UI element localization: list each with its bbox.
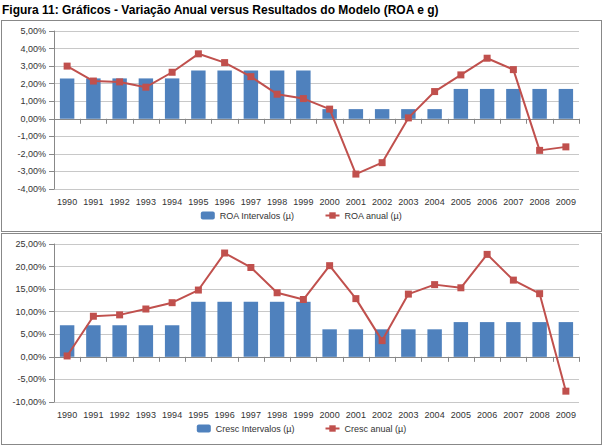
- svg-text:2008: 2008: [530, 197, 550, 207]
- svg-text:2003: 2003: [398, 197, 418, 207]
- svg-text:-5,00%: -5,00%: [17, 374, 46, 384]
- svg-text:1999: 1999: [293, 410, 313, 420]
- svg-text:2006: 2006: [477, 410, 497, 420]
- svg-text:1990: 1990: [57, 410, 77, 420]
- svg-text:25,00%: 25,00%: [15, 239, 46, 249]
- svg-text:1995: 1995: [188, 197, 208, 207]
- svg-text:1991: 1991: [83, 197, 103, 207]
- svg-text:1996: 1996: [215, 410, 235, 420]
- svg-text:2008: 2008: [530, 410, 550, 420]
- svg-text:10,00%: 10,00%: [15, 307, 46, 317]
- svg-text:Cresc anual (µ): Cresc anual (µ): [344, 424, 406, 434]
- svg-text:2001: 2001: [346, 410, 366, 420]
- svg-text:2004: 2004: [425, 197, 445, 207]
- svg-text:1991: 1991: [83, 410, 103, 420]
- svg-text:2,00%: 2,00%: [20, 79, 46, 89]
- svg-text:1997: 1997: [241, 197, 261, 207]
- svg-text:2007: 2007: [503, 410, 523, 420]
- svg-text:3,00%: 3,00%: [20, 61, 46, 71]
- svg-text:1995: 1995: [188, 410, 208, 420]
- svg-text:4,00%: 4,00%: [20, 44, 46, 54]
- svg-text:Cresc Intervalos (µ): Cresc Intervalos (µ): [216, 424, 295, 434]
- svg-text:-2,00%: -2,00%: [17, 149, 46, 159]
- svg-text:1997: 1997: [241, 410, 261, 420]
- svg-text:5,00%: 5,00%: [20, 329, 46, 339]
- svg-text:1990: 1990: [57, 197, 77, 207]
- svg-text:15,00%: 15,00%: [15, 284, 46, 294]
- svg-text:1992: 1992: [110, 410, 130, 420]
- svg-text:-4,00%: -4,00%: [17, 184, 46, 194]
- svg-text:1993: 1993: [136, 410, 156, 420]
- svg-text:0,00%: 0,00%: [20, 114, 46, 124]
- svg-text:2009: 2009: [556, 410, 576, 420]
- svg-text:2004: 2004: [425, 410, 445, 420]
- svg-text:5,00%: 5,00%: [20, 26, 46, 36]
- svg-text:2001: 2001: [346, 197, 366, 207]
- svg-text:1998: 1998: [267, 197, 287, 207]
- html-text:Figura 11: Gráficos - Variação: Figura 11: Gráficos - Variação Anual ver…: [2, 3, 439, 17]
- svg-text:-3,00%: -3,00%: [17, 166, 46, 176]
- svg-text:2002: 2002: [372, 410, 392, 420]
- svg-text:1999: 1999: [293, 197, 313, 207]
- svg-text:2003: 2003: [398, 410, 418, 420]
- svg-text:2005: 2005: [451, 197, 471, 207]
- svg-text:20,00%: 20,00%: [15, 262, 46, 272]
- svg-text:1992: 1992: [110, 197, 130, 207]
- svg-text:ROA Intervalos (µ): ROA Intervalos (µ): [220, 211, 294, 221]
- svg-text:2000: 2000: [320, 410, 340, 420]
- svg-text:2005: 2005: [451, 410, 471, 420]
- svg-text:1993: 1993: [136, 197, 156, 207]
- svg-text:1996: 1996: [215, 197, 235, 207]
- svg-text:1994: 1994: [162, 197, 182, 207]
- svg-text:1994: 1994: [162, 410, 182, 420]
- svg-text:2002: 2002: [372, 197, 392, 207]
- svg-text:1,00%: 1,00%: [20, 96, 46, 106]
- svg-text:1998: 1998: [267, 410, 287, 420]
- svg-text:2007: 2007: [503, 197, 523, 207]
- svg-text:2000: 2000: [320, 197, 340, 207]
- svg-text:ROA anual (µ): ROA anual (µ): [344, 211, 401, 221]
- svg-text:2006: 2006: [477, 197, 497, 207]
- svg-text:-1,00%: -1,00%: [17, 131, 46, 141]
- svg-text:0,00%: 0,00%: [20, 352, 46, 362]
- svg-text:2009: 2009: [556, 197, 576, 207]
- svg-text:-10,00%: -10,00%: [12, 397, 46, 407]
